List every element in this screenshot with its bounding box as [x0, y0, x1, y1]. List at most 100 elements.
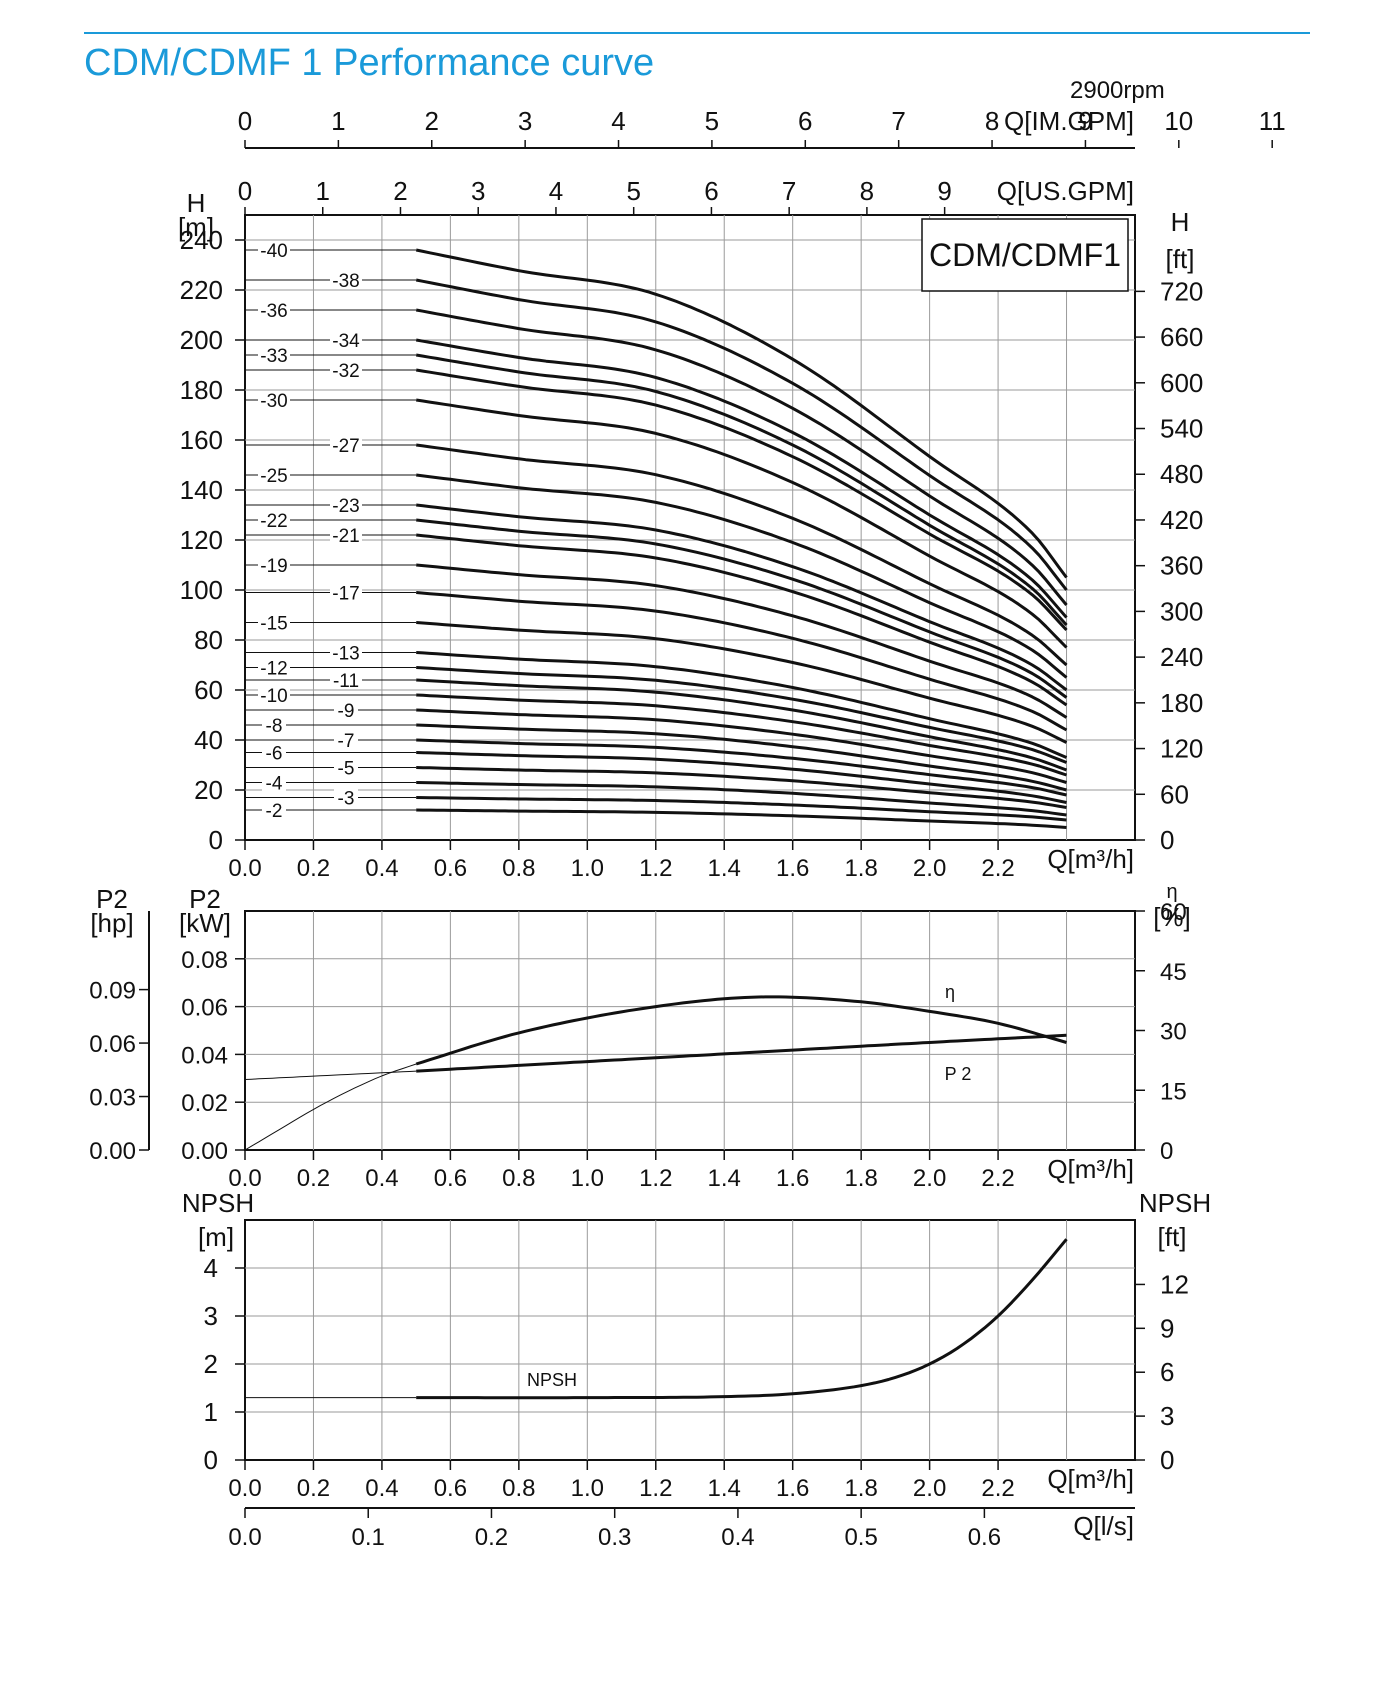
power-curve-extension: [244, 1070, 417, 1080]
usgpm-tick-label: 8: [860, 176, 874, 206]
head-xtick-label: 0.2: [297, 855, 330, 882]
head-yaxis-label: H: [187, 188, 206, 218]
npsh-tick-label: 4: [204, 1253, 218, 1283]
usgpm-axis-label: Q[US.GPM]: [997, 176, 1134, 206]
stage-label-bg: [258, 686, 290, 704]
ls-tick-label: 0.5: [844, 1524, 877, 1551]
head-right-tick-label: 540: [1160, 414, 1203, 444]
head-curve: [416, 808, 1067, 829]
npsh-xtick-label: 0.4: [365, 1475, 398, 1502]
npsh-tick-label: 1: [204, 1397, 218, 1427]
power-xtick-label: 1.0: [571, 1165, 604, 1192]
head-xtick-label: 1.6: [776, 855, 809, 882]
stage-label-bg: [258, 241, 290, 259]
npsh-right-tick-label: 3: [1160, 1401, 1174, 1431]
head-curve: [416, 651, 1068, 759]
imgpm-tick-label: 6: [798, 106, 812, 136]
npsh-right-axis-label: NPSH: [1139, 1188, 1211, 1218]
stage-label: -17: [332, 584, 359, 605]
stage-label-bg: [330, 671, 362, 689]
npsh-xtick-label: 0.6: [434, 1475, 467, 1502]
head-curve: [415, 353, 1068, 627]
stage-label: -12: [260, 659, 287, 680]
p2hp-tick-label: 0.00: [89, 1138, 136, 1165]
stage-label: -32: [332, 361, 359, 382]
usgpm-tick-label: 0: [238, 176, 252, 206]
npsh-xtick-label: 0.0: [228, 1475, 261, 1502]
head-curve: [415, 338, 1068, 619]
stage-label: -36: [260, 301, 287, 322]
head-curve: [416, 533, 1068, 707]
head-curve: [416, 678, 1068, 772]
power-xaxis-label: Q[m³/h]: [1047, 1154, 1134, 1184]
power-panel-frame: [244, 910, 1136, 1151]
eta-tick-label: 60: [1160, 899, 1187, 926]
head-curve: [416, 751, 1067, 804]
stage-label: -11: [333, 671, 359, 692]
head-xtick-label: 0.4: [365, 855, 398, 882]
stage-label-bg: [258, 301, 290, 319]
head-ytick-label: 140: [180, 475, 223, 505]
usgpm-tick-label: 7: [782, 176, 796, 206]
head-ytick-label: 20: [194, 775, 223, 805]
stage-label: -19: [260, 556, 287, 577]
head-right-tick-label: 120: [1160, 734, 1203, 764]
head-curve: [416, 563, 1068, 719]
head-curve: [415, 248, 1068, 579]
npsh-xtick-label: 1.6: [776, 1475, 809, 1502]
imgpm-axis-label: Q[IM.GPM]: [1004, 106, 1134, 136]
npsh-xtick-label: 1.0: [571, 1475, 604, 1502]
p2kw-axis-label: P2: [189, 884, 221, 914]
head-curve: [415, 368, 1068, 632]
p2hp-axis-unit: [hp]: [90, 908, 133, 938]
power-xtick-label: 0.0: [228, 1165, 261, 1192]
head-curve: [416, 708, 1067, 784]
power-xtick-label: 1.8: [844, 1165, 877, 1192]
ls-axis-label: Q[l/s]: [1073, 1511, 1134, 1541]
ls-tick-label: 0.0: [228, 1524, 261, 1551]
head-curve: [416, 666, 1068, 764]
imgpm-tick-label: 7: [891, 106, 905, 136]
npsh-tick-label: 3: [204, 1301, 218, 1331]
stage-label-bg: [334, 758, 358, 777]
head-curve: [416, 473, 1068, 679]
stage-label-bg: [330, 436, 362, 454]
stage-label: -25: [260, 466, 287, 487]
head-xtick-label: 1.4: [708, 855, 741, 882]
head-panel-frame: [244, 214, 1136, 841]
head-curve: [416, 591, 1068, 732]
imgpm-tick-label: 1: [331, 106, 345, 136]
p2kw-tick-label: 0.00: [181, 1138, 228, 1165]
p2kw-tick-label: 0.04: [181, 1042, 228, 1069]
power-xtick-label: 0.8: [502, 1165, 535, 1192]
npsh-right-tick-label: 6: [1160, 1357, 1174, 1387]
stage-label-bg: [262, 743, 286, 762]
stage-label-bg: [330, 361, 362, 379]
head-ytick-label: 180: [180, 375, 223, 405]
ls-tick-label: 0.1: [352, 1524, 385, 1551]
head-ytick-label: 60: [194, 675, 223, 705]
stage-label: -2: [266, 801, 283, 822]
usgpm-tick-label: 1: [316, 176, 330, 206]
stage-label-bg: [258, 391, 290, 409]
usgpm-tick-label: 4: [549, 176, 563, 206]
npsh-xtick-label: 1.4: [708, 1475, 741, 1502]
npsh-curve: [416, 1238, 1068, 1400]
head-yaxis-unit: [m]: [178, 212, 214, 242]
efficiency-curve-label: η: [945, 982, 955, 1002]
eta-tick-label: 30: [1160, 1019, 1187, 1046]
stage-label-bg: [330, 271, 362, 289]
npsh-right-tick-label: 9: [1160, 1313, 1174, 1343]
npsh-xtick-label: 0.2: [297, 1475, 330, 1502]
stage-label-bg: [258, 346, 290, 364]
head-curve: [416, 503, 1068, 692]
head-xtick-label: 1.0: [571, 855, 604, 882]
stage-label-bg: [330, 496, 362, 514]
head-ytick-label: 220: [180, 275, 223, 305]
head-curve: [416, 518, 1068, 699]
stage-label: -23: [332, 496, 359, 517]
head-curve: [415, 278, 1068, 591]
stage-label: -30: [260, 391, 287, 412]
head-xtick-label: 0.8: [502, 855, 535, 882]
